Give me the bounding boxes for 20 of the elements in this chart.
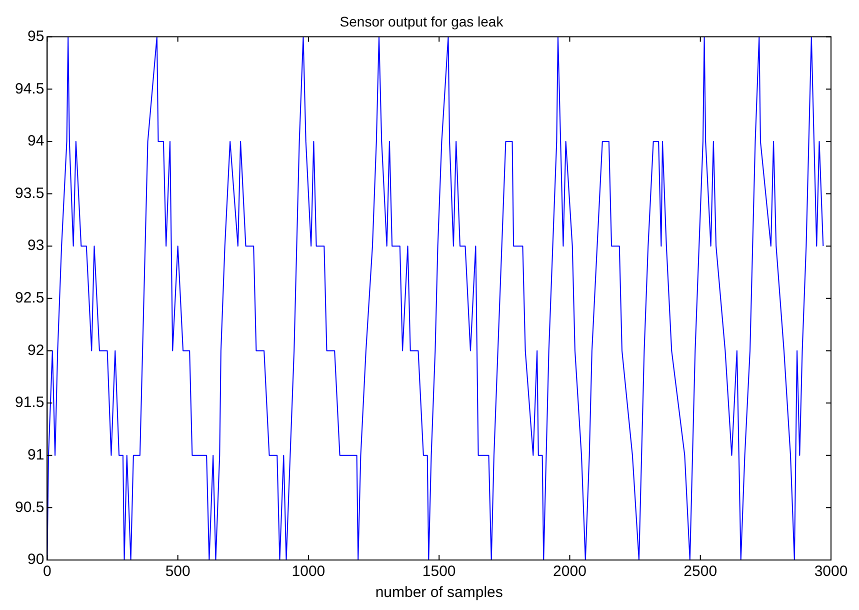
y-tick-label: 92.5 xyxy=(14,290,44,307)
y-tick-label: 95 xyxy=(28,28,44,45)
x-tick-label: 500 xyxy=(165,563,190,580)
x-tick-label: 2500 xyxy=(684,563,718,580)
y-tick-label: 90.5 xyxy=(14,498,44,516)
y-tick-label: 94.5 xyxy=(14,80,44,98)
y-tick-label: 93 xyxy=(28,237,44,254)
y-tick-label: 91.5 xyxy=(14,394,44,412)
y-tick-label: 94 xyxy=(28,132,44,150)
x-tick-label: 1000 xyxy=(292,563,326,580)
y-tick-label: 93.5 xyxy=(14,184,44,202)
x-axis-title: number of samples xyxy=(375,584,503,602)
x-tick-label: 2000 xyxy=(553,563,586,580)
y-tick-label: 91 xyxy=(28,446,44,464)
y-tick-label: 90 xyxy=(28,551,44,568)
y-tick-label: 92 xyxy=(28,342,44,359)
x-tick-label: 1500 xyxy=(422,563,456,580)
x-tick-label: 3000 xyxy=(814,563,848,580)
x-tick-label: 0 xyxy=(43,563,52,580)
chart-title: Sensor output for gas leak xyxy=(340,13,504,30)
